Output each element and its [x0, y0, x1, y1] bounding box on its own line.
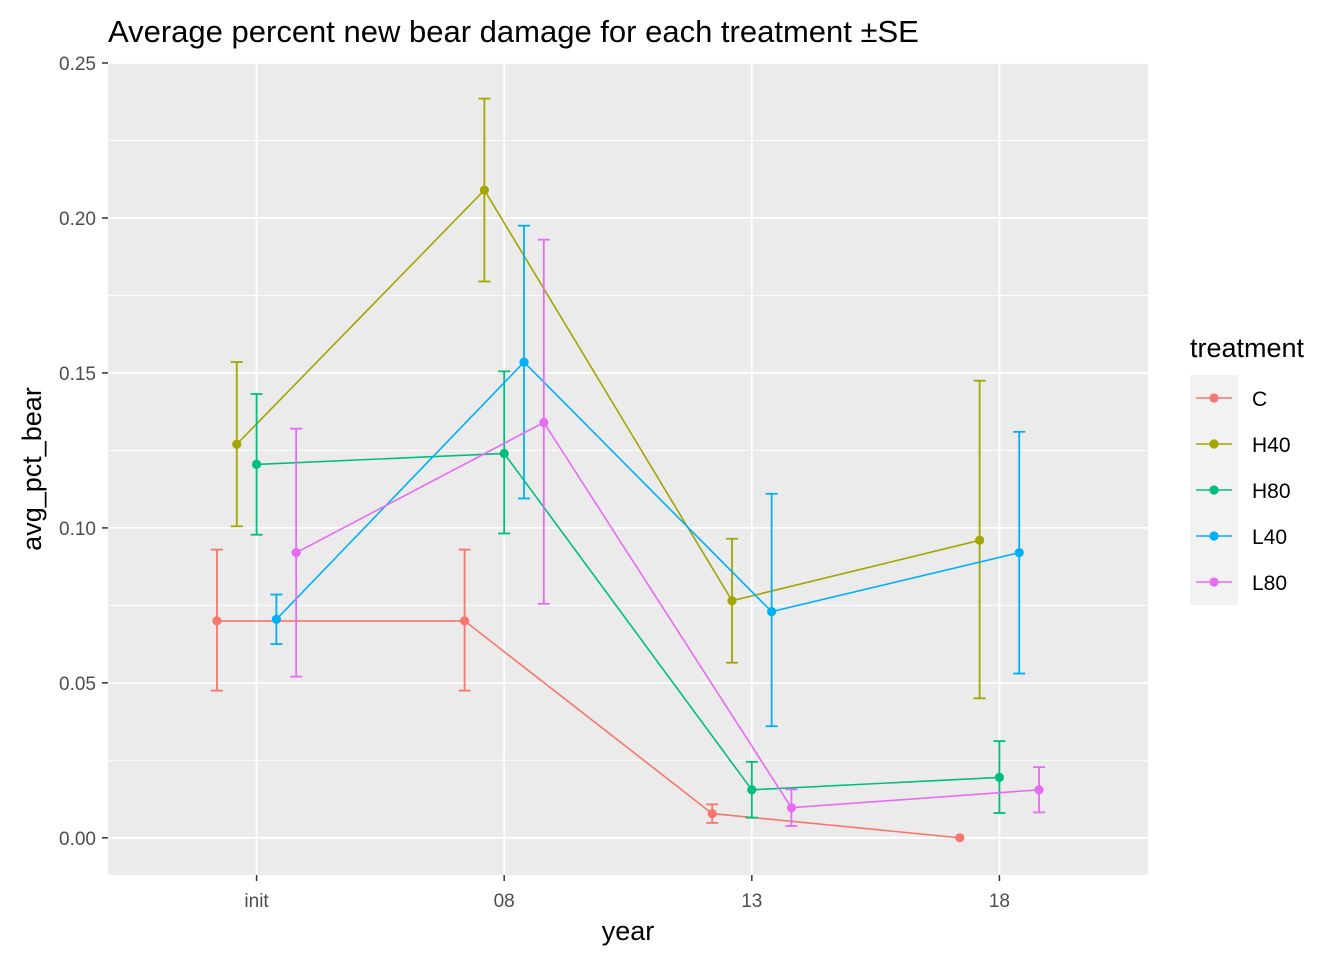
data-point-H40: [727, 596, 737, 606]
legend-key-point-L80: [1209, 577, 1219, 587]
data-point-H80: [499, 448, 509, 459]
legend-key-point-L40: [1209, 531, 1219, 541]
y-tick-label: 0.20: [59, 209, 96, 230]
legend-label-L40: L40: [1252, 526, 1287, 549]
minor-gridlines: [108, 140, 1148, 761]
series-layer: [210, 97, 1046, 843]
data-point-C: [955, 833, 965, 843]
series-C: [210, 548, 965, 843]
data-point-H80: [994, 772, 1005, 782]
data-point-L80: [786, 803, 797, 813]
data-point-C: [459, 616, 470, 626]
legend-label-L80: L80: [1252, 572, 1287, 595]
data-point-H80: [747, 785, 757, 795]
series-H40: [230, 97, 986, 700]
data-point-L80: [291, 548, 301, 558]
plot-panel: [108, 63, 1148, 875]
series-line-C: [217, 620, 960, 839]
y-tick-label: 0.05: [59, 674, 96, 695]
x-tick-label: 18: [989, 891, 1010, 912]
x-axis: init 08 13 18: [244, 875, 1010, 912]
series-line-H40: [236, 188, 980, 602]
data-point-C: [707, 809, 717, 819]
legend-label-H40: H40: [1252, 434, 1291, 457]
series-line-L80: [295, 421, 1040, 809]
series-L80: [290, 238, 1046, 827]
x-tick-label: init: [244, 891, 269, 912]
y-tick-label: 0.10: [59, 519, 96, 540]
series-line-H80: [256, 452, 1000, 791]
series-L40: [270, 224, 1026, 728]
series-H80: [250, 370, 1006, 819]
data-point-C: [212, 616, 222, 626]
data-point-L80: [1034, 785, 1044, 795]
data-point-H80: [251, 459, 262, 469]
chart-title: Average percent new bear damage for each…: [108, 14, 919, 49]
y-tick-label: 0.00: [59, 829, 96, 850]
data-point-H40: [479, 185, 489, 195]
data-point-L40: [271, 614, 281, 624]
y-axis-title: avg_pct_bear: [17, 387, 47, 551]
x-tick-label: 13: [741, 891, 762, 912]
y-tick-label: 0.15: [59, 364, 96, 385]
x-axis-title: year: [602, 916, 655, 946]
legend-title: treatment: [1190, 333, 1305, 363]
data-point-L80: [539, 417, 549, 428]
y-axis: 0.00 0.05 0.10 0.15 0.20 0.25: [59, 54, 108, 850]
legend-key-point-H40: [1209, 439, 1219, 449]
data-point-L40: [519, 357, 529, 367]
x-tick-label: 08: [494, 891, 515, 912]
series-line-L40: [275, 360, 1020, 620]
data-point-L40: [767, 606, 777, 617]
legend-key-point-H80: [1209, 485, 1219, 495]
legend-key-point-C: [1209, 393, 1219, 403]
data-point-L40: [1014, 548, 1024, 558]
y-tick-label: 0.25: [59, 54, 96, 75]
legend: treatment C H40 H80 L40 L80: [1190, 333, 1305, 605]
data-point-H40: [232, 439, 242, 449]
legend-label-C: C: [1252, 388, 1267, 411]
data-point-H40: [975, 535, 985, 545]
legend-label-H80: H80: [1252, 480, 1291, 503]
